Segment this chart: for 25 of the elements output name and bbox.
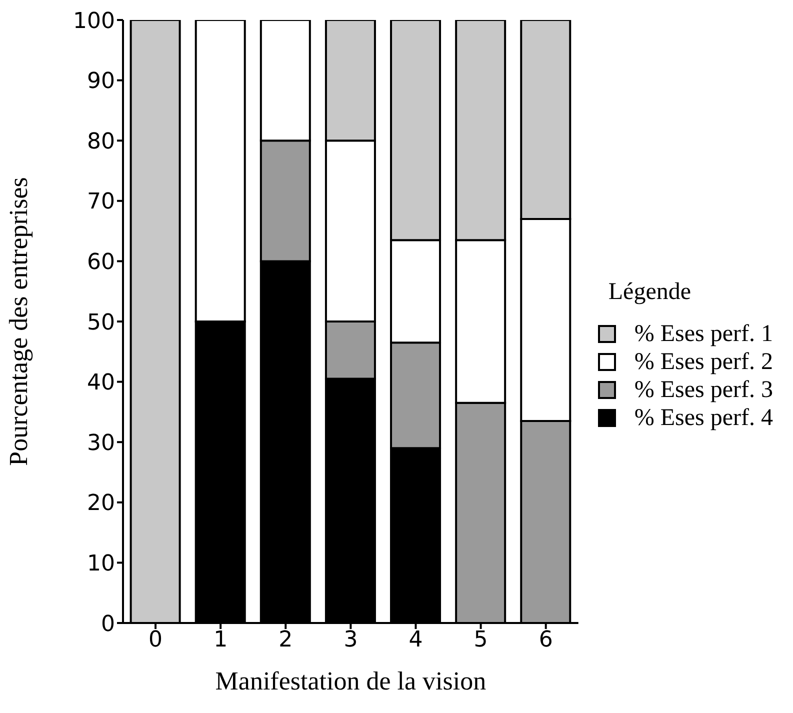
x-tick-label: 3 — [344, 628, 358, 653]
x-tick-label: 2 — [278, 628, 293, 653]
x-tick-label: 1 — [214, 628, 228, 653]
y-tick-label: 30 — [87, 430, 115, 456]
y-tick-label: 70 — [87, 190, 115, 215]
legend-label: % Eses perf. 4 — [634, 404, 773, 432]
y-tick-label: 60 — [87, 250, 115, 276]
x-tick-label: 4 — [408, 628, 423, 653]
legend-label: % Eses perf. 2 — [634, 348, 773, 376]
y-tick-label: 90 — [87, 69, 115, 94]
y-tick-label: 0 — [101, 612, 115, 637]
x-tick-label: 6 — [538, 628, 553, 653]
y-tick-label: 50 — [87, 310, 115, 336]
legend-label: % Eses perf. 1 — [634, 320, 773, 348]
y-tick-label: 80 — [87, 129, 115, 154]
legend-label: % Eses perf. 3 — [634, 376, 773, 404]
x-axis-title: Manifestation de la vision — [215, 666, 486, 696]
y-tick-label: 100 — [73, 8, 115, 34]
y-tick-label: 40 — [87, 370, 115, 396]
x-tick-label: 5 — [474, 628, 488, 653]
y-axis-title: Pourcentage des entreprises — [4, 177, 34, 466]
legend-title: Légende — [608, 279, 692, 306]
y-tick-label: 10 — [87, 552, 115, 577]
x-tick-label: 0 — [148, 628, 163, 653]
y-tick-label: 20 — [87, 491, 115, 516]
